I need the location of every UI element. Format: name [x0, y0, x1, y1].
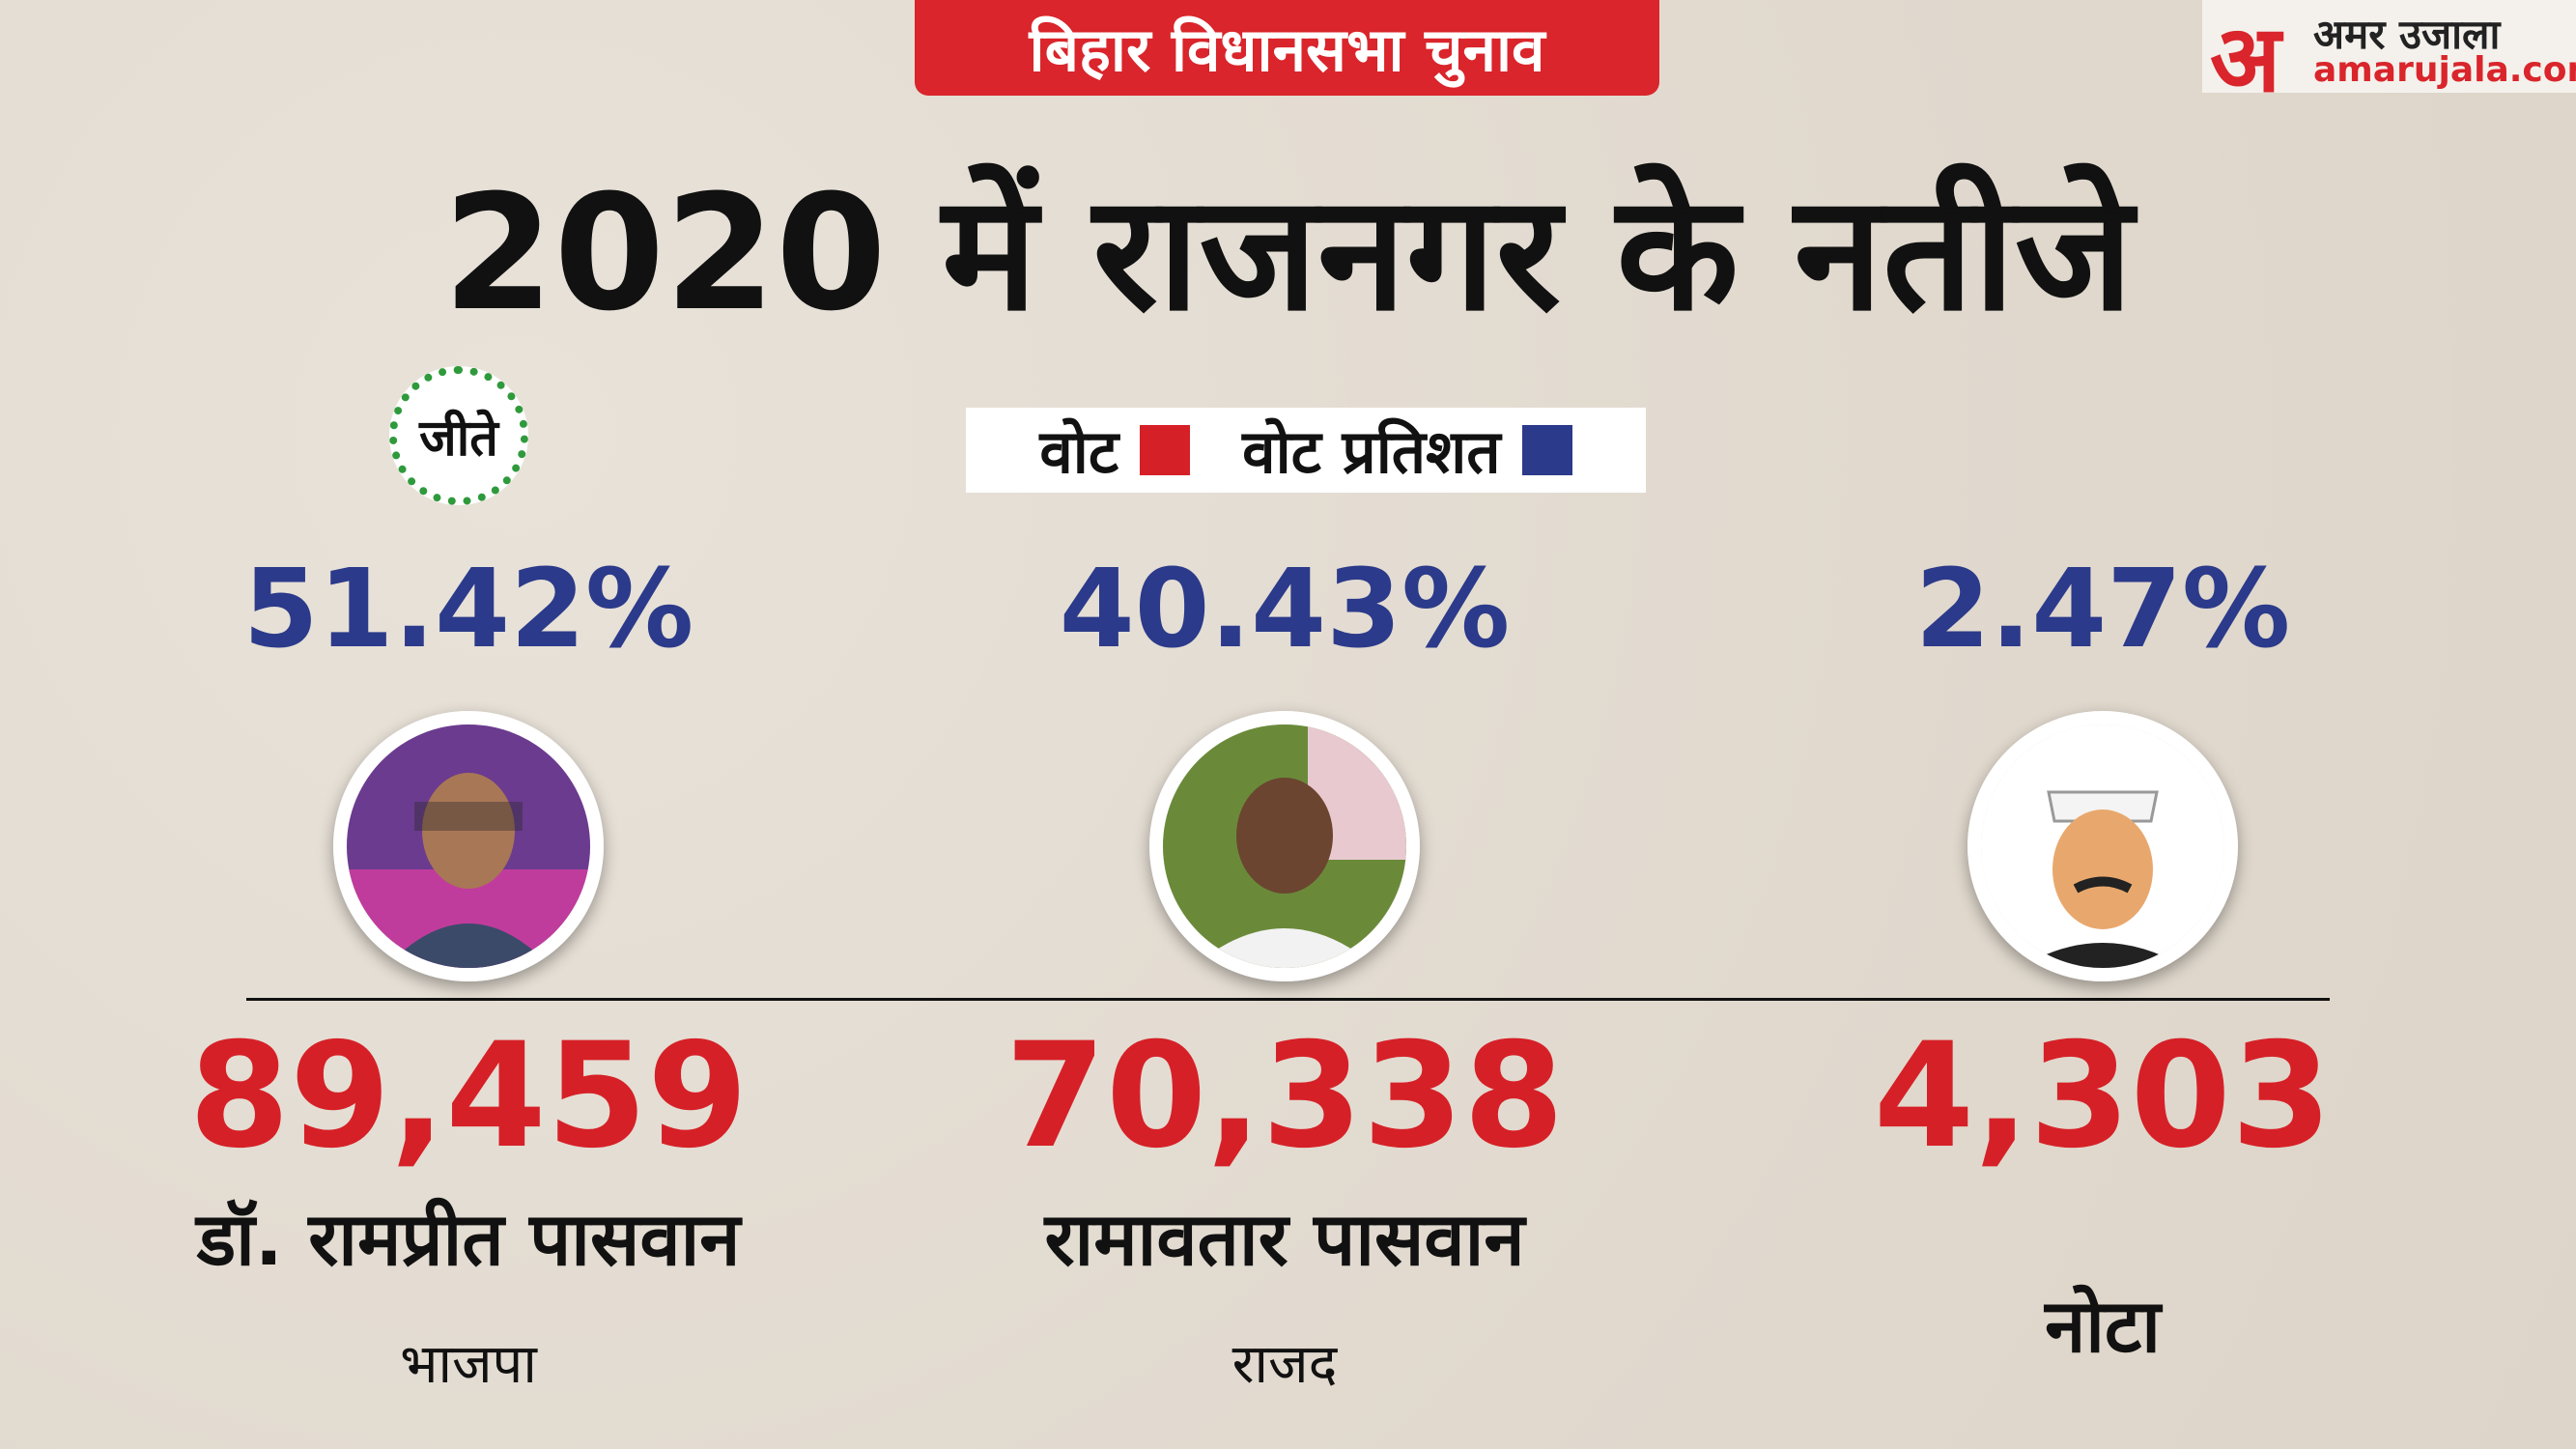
- photo-art: [1163, 724, 1406, 968]
- candidate-photo: [333, 711, 604, 981]
- candidate-name: रामावतार पासवान: [1044, 1196, 1525, 1282]
- party: भाजपा: [400, 1333, 537, 1396]
- legend-swatch: [1140, 425, 1191, 475]
- legend: वोट वोट प्रतिशत: [966, 408, 1646, 493]
- candidate-name: डॉ. रामप्रीत पासवान: [196, 1196, 741, 1282]
- vote-percent: 2.47%: [1914, 547, 2291, 672]
- votes: 4,303: [1873, 1012, 2333, 1180]
- candidate-photo: [1149, 711, 1420, 981]
- legend-label: वोट: [1039, 416, 1119, 487]
- party: राजद: [1231, 1333, 1338, 1396]
- legend-label: वोट प्रतिशत: [1242, 416, 1501, 487]
- title: 2020 में राजनगर के नतीजे: [442, 160, 2134, 346]
- votes: 70,338: [1005, 1012, 1565, 1180]
- header-tag: बिहार विधानसभा चुनाव: [915, 0, 1659, 96]
- logo-url: amarujala.com: [2313, 50, 2576, 90]
- votes: 89,459: [188, 1012, 749, 1180]
- winner-badge: जीते: [389, 366, 528, 505]
- photo-art: [1981, 724, 2224, 968]
- photo-art: [347, 724, 590, 968]
- divider: [246, 998, 2330, 1001]
- legend-swatch: [1521, 425, 1572, 475]
- logo-name: अमर उजाला: [2313, 11, 2501, 58]
- candidate-name: नोटा: [2045, 1283, 2161, 1369]
- logo-mark: अ: [2210, 5, 2281, 113]
- vote-percent: 51.42%: [242, 547, 694, 672]
- logo-box: [2202, 0, 2576, 93]
- candidate-photo: [1967, 711, 2238, 981]
- vote-percent: 40.43%: [1059, 547, 1511, 672]
